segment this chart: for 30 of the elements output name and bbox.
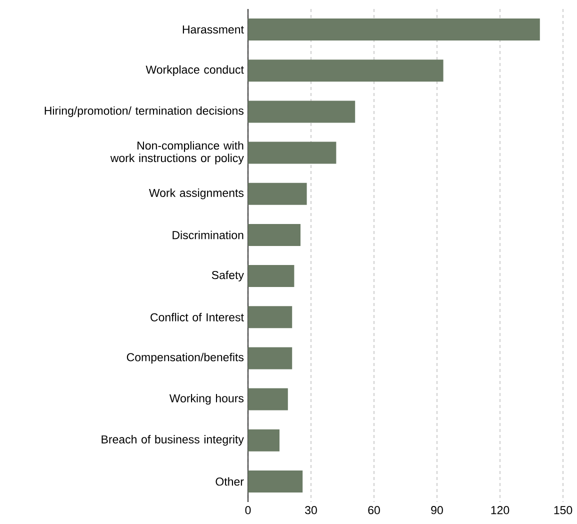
x-tick-label: 30 bbox=[305, 506, 317, 514]
y-tick-label: Working hours bbox=[169, 394, 244, 405]
x-tick-label: 90 bbox=[431, 506, 443, 514]
bar bbox=[248, 470, 303, 492]
y-tick-label: Other bbox=[216, 477, 244, 486]
bar bbox=[248, 429, 280, 452]
bar bbox=[248, 306, 292, 328]
y-tick-label: Compensation/benefits bbox=[126, 352, 244, 364]
bar bbox=[248, 347, 292, 370]
bar bbox=[248, 60, 444, 82]
bar bbox=[248, 100, 356, 123]
y-tick-label: Conflict of Interest bbox=[150, 312, 244, 322]
bar bbox=[248, 182, 307, 205]
x-tick-label: 150 bbox=[554, 506, 572, 514]
y-tick-label: Breach of business integrity bbox=[102, 435, 244, 446]
y-tick-label: Discrimination bbox=[172, 230, 244, 240]
y-tick-label: Safety bbox=[212, 270, 244, 282]
bar bbox=[248, 18, 540, 41]
bar bbox=[248, 388, 288, 410]
y-tick-label: Work assignments bbox=[148, 188, 244, 200]
y-tick-label: Hiring/promotion/ termination decisions bbox=[44, 106, 244, 118]
y-tick-label: Workplace conduct bbox=[146, 65, 244, 76]
y-tick-label: Non-compliance with work instructions or policy bbox=[110, 141, 244, 164]
bar bbox=[248, 142, 336, 164]
bar bbox=[248, 265, 294, 288]
y-tick-label: Harassment bbox=[182, 26, 244, 34]
x-tick-label: 120 bbox=[491, 506, 510, 514]
x-tick-label: 60 bbox=[368, 506, 380, 514]
bar bbox=[248, 224, 300, 246]
x-tick-label: 0 bbox=[245, 506, 251, 514]
